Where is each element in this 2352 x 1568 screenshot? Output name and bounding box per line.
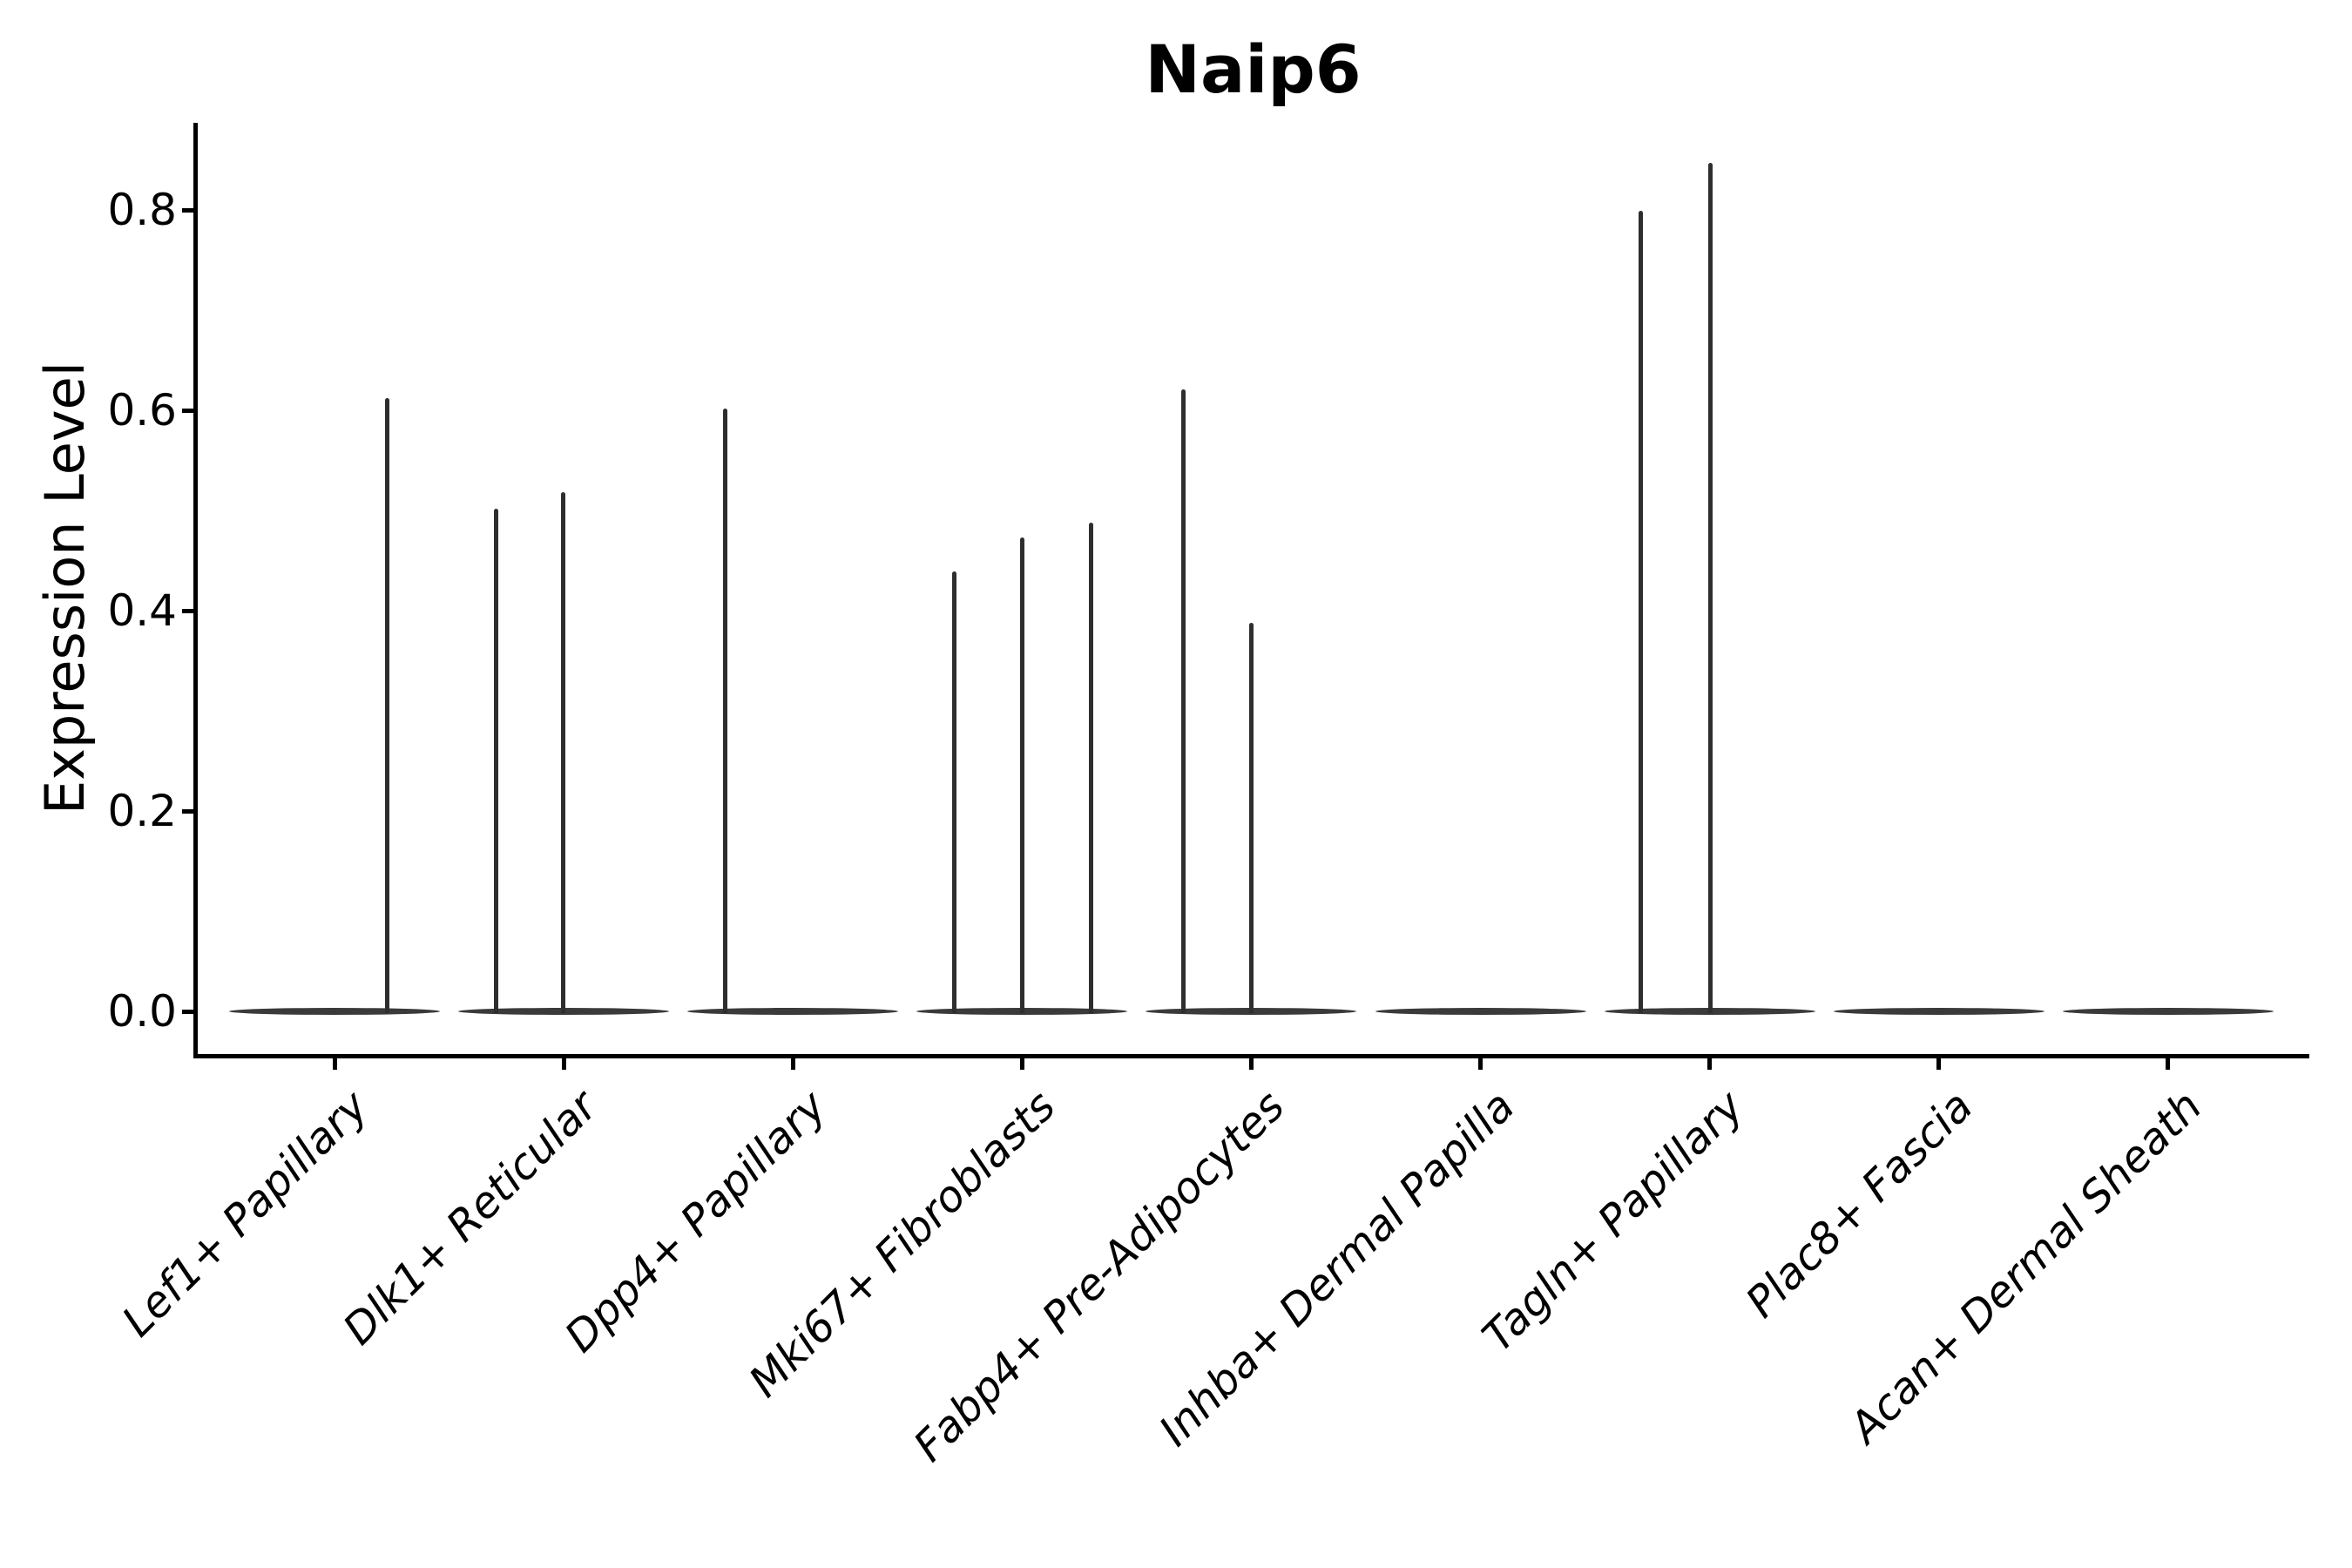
violin-spike bbox=[1019, 537, 1024, 1013]
y-tick-label: 0.2 bbox=[107, 786, 177, 836]
x-tick-mark bbox=[2166, 1057, 2171, 1070]
violin-spike bbox=[951, 571, 956, 1013]
violin-baseline bbox=[1375, 1008, 1586, 1015]
y-tick-label: 0.6 bbox=[107, 385, 177, 436]
chart-title: Naip6 bbox=[1145, 30, 1362, 108]
x-tick-label: Lef1+ Papillary bbox=[112, 1081, 378, 1347]
violin-spike bbox=[1248, 622, 1254, 1013]
violin-spike bbox=[1088, 522, 1093, 1013]
x-tick-mark bbox=[790, 1057, 795, 1070]
y-tick-label: 0.4 bbox=[107, 585, 177, 636]
y-tick-label: 0.8 bbox=[107, 185, 177, 235]
violin-spike bbox=[1639, 211, 1644, 1013]
y-tick-mark bbox=[182, 1009, 195, 1014]
x-tick-label: Fabp4+ Pre-Adipocytes bbox=[904, 1081, 1294, 1471]
x-axis-spine bbox=[193, 1054, 2309, 1058]
violin-baseline bbox=[1833, 1008, 2044, 1015]
violin-baseline bbox=[2062, 1008, 2274, 1015]
violin-spike bbox=[384, 398, 389, 1013]
violin-baseline bbox=[229, 1008, 440, 1015]
x-tick-mark bbox=[1707, 1057, 1713, 1070]
y-tick-mark bbox=[182, 207, 195, 213]
x-tick-mark bbox=[332, 1057, 337, 1070]
x-tick-mark bbox=[1019, 1057, 1024, 1070]
violin-spike bbox=[1180, 389, 1186, 1013]
x-tick-label: Plac8+ Fascia bbox=[1735, 1081, 1983, 1328]
x-tick-mark bbox=[561, 1057, 566, 1070]
x-tick-mark bbox=[1478, 1057, 1483, 1070]
violin-spike bbox=[1708, 162, 1713, 1013]
y-tick-mark bbox=[182, 808, 195, 814]
y-tick-mark bbox=[182, 608, 195, 613]
y-tick-mark bbox=[182, 408, 195, 413]
violin-spike bbox=[493, 508, 498, 1013]
x-tick-label: Dlk1+ Reticular bbox=[334, 1081, 607, 1355]
violin-baseline bbox=[687, 1008, 899, 1015]
x-tick-mark bbox=[1936, 1057, 1942, 1070]
violin-spike bbox=[560, 492, 565, 1013]
y-tick-label: 0.0 bbox=[107, 986, 177, 1037]
x-tick-mark bbox=[1248, 1057, 1254, 1070]
violin-spike bbox=[722, 408, 727, 1013]
y-axis-spine bbox=[193, 123, 198, 1058]
